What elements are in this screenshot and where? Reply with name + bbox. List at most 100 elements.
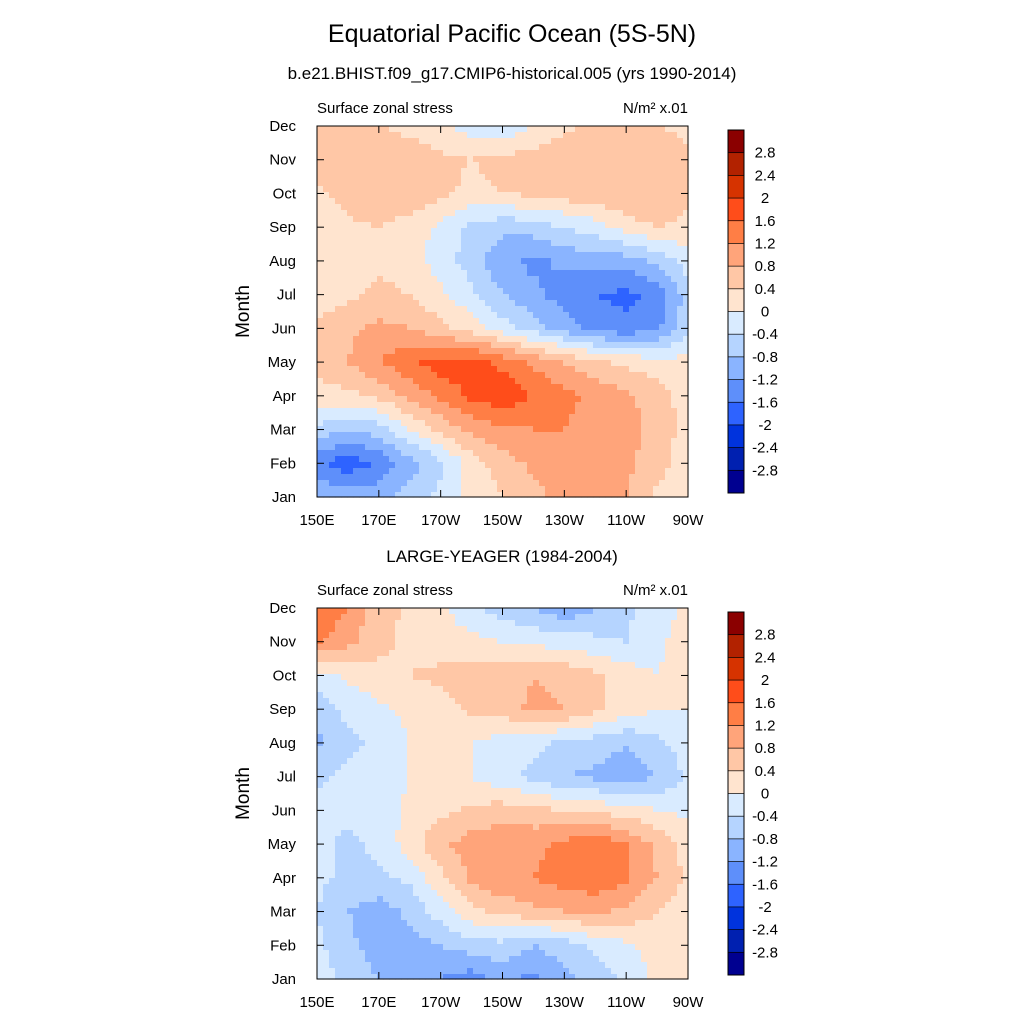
field-cell [521, 348, 528, 355]
field-cell [329, 288, 336, 295]
field-cell [413, 162, 420, 169]
field-cell [665, 276, 672, 283]
field-cell [335, 462, 342, 469]
field-cell [383, 638, 390, 645]
field-cell [473, 336, 480, 343]
field-cell [467, 132, 474, 139]
field-cell [455, 438, 462, 445]
field-cell [401, 270, 408, 277]
field-cell [665, 680, 672, 687]
field-cell [611, 366, 618, 373]
field-cell [335, 288, 342, 295]
field-cell [599, 258, 606, 265]
field-cell [329, 408, 336, 415]
field-cell [371, 474, 378, 481]
field-cell [575, 650, 582, 657]
field-cell [365, 150, 372, 157]
field-cell [671, 390, 678, 397]
field-cell [539, 198, 546, 205]
field-cell [491, 480, 498, 487]
field-cell [623, 336, 630, 343]
field-cell [641, 258, 648, 265]
field-cell [473, 680, 480, 687]
field-cell [359, 662, 366, 669]
field-cell [329, 360, 336, 367]
field-cell [341, 614, 348, 621]
field-cell [455, 704, 462, 711]
field-cell [347, 234, 354, 241]
field-cell [503, 372, 510, 379]
field-cell [521, 656, 528, 663]
field-cell [335, 656, 342, 663]
field-cell [527, 126, 534, 133]
field-cell [629, 294, 636, 301]
field-cell [581, 674, 588, 681]
field-cell [473, 480, 480, 487]
field-cell [521, 638, 528, 645]
field-cell [455, 288, 462, 295]
field-cell [401, 246, 408, 253]
field-cell [401, 704, 408, 711]
field-cell [623, 228, 630, 235]
field-cell [491, 150, 498, 157]
field-cell [665, 426, 672, 433]
field-cell [665, 204, 672, 211]
field-cell [563, 638, 570, 645]
field-cell [497, 342, 504, 349]
field-cell [665, 288, 672, 295]
field-cell [599, 330, 606, 337]
field-cell [413, 414, 420, 421]
field-cell [431, 198, 438, 205]
field-cell [671, 692, 678, 699]
field-cell [551, 294, 558, 301]
field-cell [401, 300, 408, 307]
field-cell [497, 474, 504, 481]
field-cell [527, 686, 534, 693]
field-cell [611, 336, 618, 343]
field-cell [647, 336, 654, 343]
field-cell [569, 456, 576, 463]
field-cell [611, 300, 618, 307]
field-cell [521, 432, 528, 439]
field-cell [671, 372, 678, 379]
field-cell [653, 372, 660, 379]
field-cell [395, 450, 402, 457]
field-cell [425, 318, 432, 325]
field-cell [485, 384, 492, 391]
field-cell [623, 234, 630, 241]
field-cell [473, 204, 480, 211]
field-cell [581, 608, 588, 615]
field-cell [365, 662, 372, 669]
field-cell [467, 198, 474, 205]
field-cell [431, 384, 438, 391]
field-cell [509, 408, 516, 415]
field-cell [449, 270, 456, 277]
field-cell [677, 258, 684, 265]
field-cell [677, 608, 684, 615]
field-cell [347, 294, 354, 301]
field-cell [461, 144, 468, 151]
field-cell [497, 650, 504, 657]
field-cell [569, 632, 576, 639]
field-cell [413, 402, 420, 409]
field-cell [683, 408, 689, 415]
field-cell [569, 306, 576, 313]
field-cell [413, 210, 420, 217]
field-cell [317, 462, 324, 469]
field-cell [671, 270, 678, 277]
field-cell [473, 420, 480, 427]
field-cell [437, 402, 444, 409]
field-cell [455, 168, 462, 175]
field-cell [623, 306, 630, 313]
field-cell [401, 384, 408, 391]
field-cell [575, 420, 582, 427]
field-cell [533, 468, 540, 475]
field-cell [611, 222, 618, 229]
field-cell [629, 240, 636, 247]
field-cell [485, 132, 492, 139]
field-cell [527, 234, 534, 241]
field-cell [449, 126, 456, 133]
field-cell [347, 198, 354, 205]
field-cell [581, 156, 588, 163]
field-cell [371, 408, 378, 415]
